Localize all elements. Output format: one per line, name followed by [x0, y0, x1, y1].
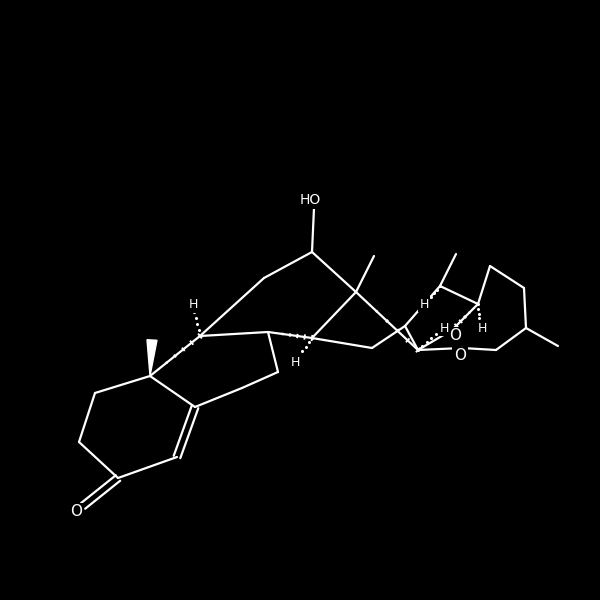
Text: O: O	[449, 329, 461, 343]
Text: O: O	[454, 349, 466, 364]
Text: H: H	[439, 322, 449, 335]
Text: HO: HO	[299, 193, 320, 207]
Text: H: H	[478, 322, 487, 335]
Text: O: O	[70, 505, 82, 520]
Text: H: H	[290, 355, 299, 368]
Text: H: H	[188, 298, 197, 311]
Text: H: H	[419, 298, 428, 311]
Polygon shape	[147, 340, 157, 376]
